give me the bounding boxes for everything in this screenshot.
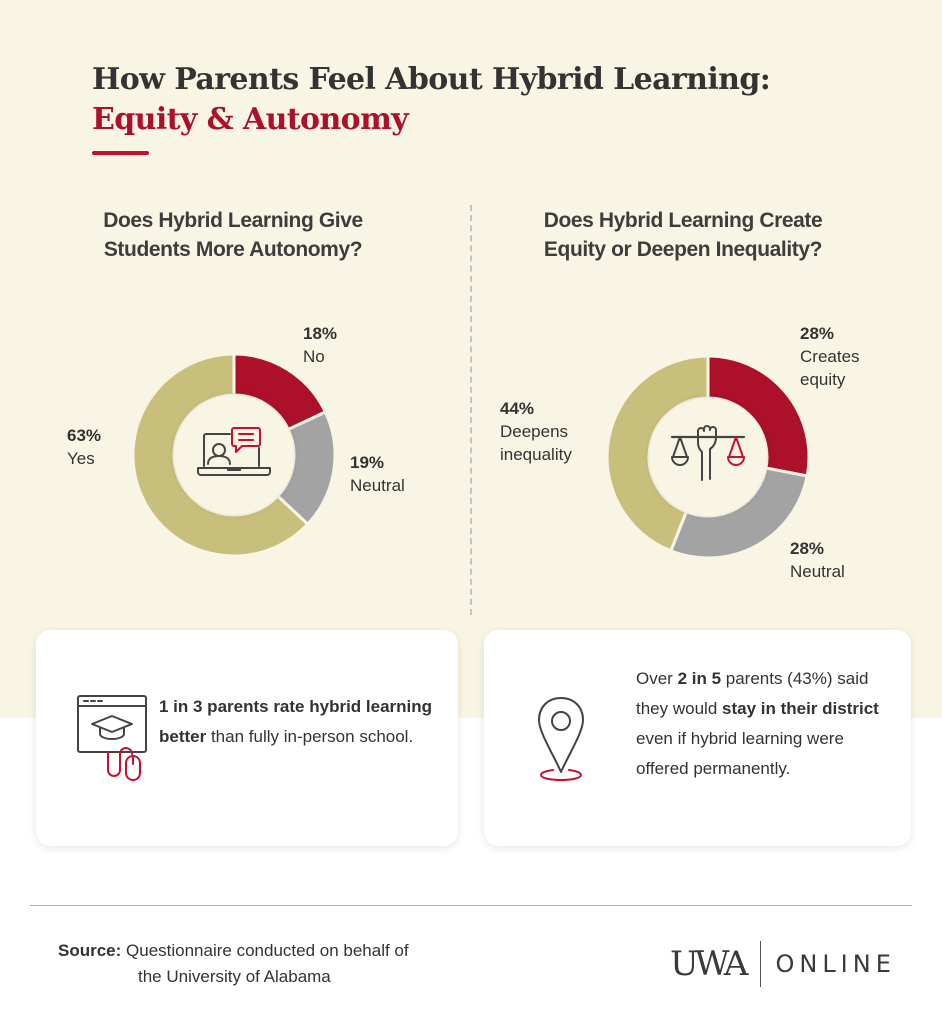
logo-online: ONLINE xyxy=(775,950,896,978)
title-line-1: How Parents Feel About Hybrid Learning: xyxy=(92,62,771,97)
left-question-line-1: Does Hybrid Learning Give xyxy=(103,209,363,232)
label-yes: 63% Yes xyxy=(67,424,101,470)
title-line-2: Equity & Autonomy xyxy=(92,102,409,137)
label-deepens-line1: Deepens xyxy=(500,422,569,441)
title-underline xyxy=(92,151,149,155)
pct-creates-equity: 28% xyxy=(800,324,835,343)
label-creates-equity: 28% Creates equity xyxy=(800,322,860,391)
logo-uwa: UWA xyxy=(670,944,748,984)
donut-center xyxy=(174,395,294,515)
online-graduation-mouse-icon xyxy=(76,694,152,789)
pct-no: 18% xyxy=(303,324,338,343)
stat-text-stay-in-district: Over 2 in 5 parents (43%) said they woul… xyxy=(636,664,901,784)
equity-donut-chart xyxy=(605,354,811,560)
location-pin-icon xyxy=(536,696,586,787)
label-neutral-left: 19% Neutral xyxy=(350,451,405,497)
stat-text-hybrid-better: 1 in 3 parents rate hybrid learning bett… xyxy=(159,692,449,752)
pct-neutral-left: 19% xyxy=(350,453,385,472)
label-deepens-inequality: 44% Deepens inequality xyxy=(500,397,572,466)
label-neutral-right: 28% Neutral xyxy=(790,537,845,583)
right-question-line-2: Equity or Deepen Inequality? xyxy=(543,238,823,261)
left-question-line-2: Students More Autonomy? xyxy=(103,238,363,261)
stat-bold-hybrid-better: 1 in 3 parents rate hybrid learning bett… xyxy=(159,697,433,746)
donut-segment xyxy=(605,354,710,553)
fist-scales-icon xyxy=(670,425,746,492)
page-title: How Parents Feel About Hybrid Learning: … xyxy=(92,60,771,140)
stat-rest-hybrid-better: than fully in-person school. xyxy=(206,727,414,746)
source-note: Source: Questionnaire conducted on behal… xyxy=(58,938,409,990)
laptop-video-chat-icon xyxy=(196,424,276,489)
label-deepens-line2: inequality xyxy=(500,445,572,464)
source-line-1: Questionnaire conducted on behalf of xyxy=(121,941,409,960)
pct-yes: 63% xyxy=(67,426,102,445)
label-creates-equity-line2: equity xyxy=(800,370,846,389)
label-creates-equity-line1: Creates xyxy=(800,347,860,366)
section-divider xyxy=(470,205,472,615)
source-line-2: the University of Alabama xyxy=(138,967,331,986)
donut-center xyxy=(649,398,767,516)
footer-divider xyxy=(30,905,912,906)
uwa-online-logo: UWA ONLINE xyxy=(670,938,896,990)
label-no-text: No xyxy=(303,347,325,366)
autonomy-donut-chart xyxy=(131,352,337,558)
label-neutral-left-text: Neutral xyxy=(350,476,405,495)
label-neutral-right-text: Neutral xyxy=(790,562,845,581)
stat-part-1: Over xyxy=(636,669,678,688)
right-chart-question: Does Hybrid Learning Create Equity or De… xyxy=(490,206,876,264)
label-no: 18% No xyxy=(303,322,337,368)
stat-bold-2-in-5: 2 in 5 xyxy=(677,669,722,688)
left-chart-question: Does Hybrid Learning Give Students More … xyxy=(60,206,406,264)
stat-part-3: even if hybrid learning were offered per… xyxy=(636,729,844,778)
stat-card-stay-in-district: Over 2 in 5 parents (43%) said they woul… xyxy=(484,630,911,846)
stat-part-2: parents (43%) said they would xyxy=(636,669,869,718)
right-question-line-1: Does Hybrid Learning Create xyxy=(543,209,823,232)
stat-bold-stay-district: stay in their district xyxy=(722,699,879,718)
source-label: Source: xyxy=(58,941,122,960)
stat-card-hybrid-better: 1 in 3 parents rate hybrid learning bett… xyxy=(36,630,458,846)
pct-neutral-right: 28% xyxy=(790,539,825,558)
logo-divider xyxy=(760,941,762,987)
pct-deepens-inequality: 44% xyxy=(500,399,535,418)
label-yes-text: Yes xyxy=(67,449,95,468)
